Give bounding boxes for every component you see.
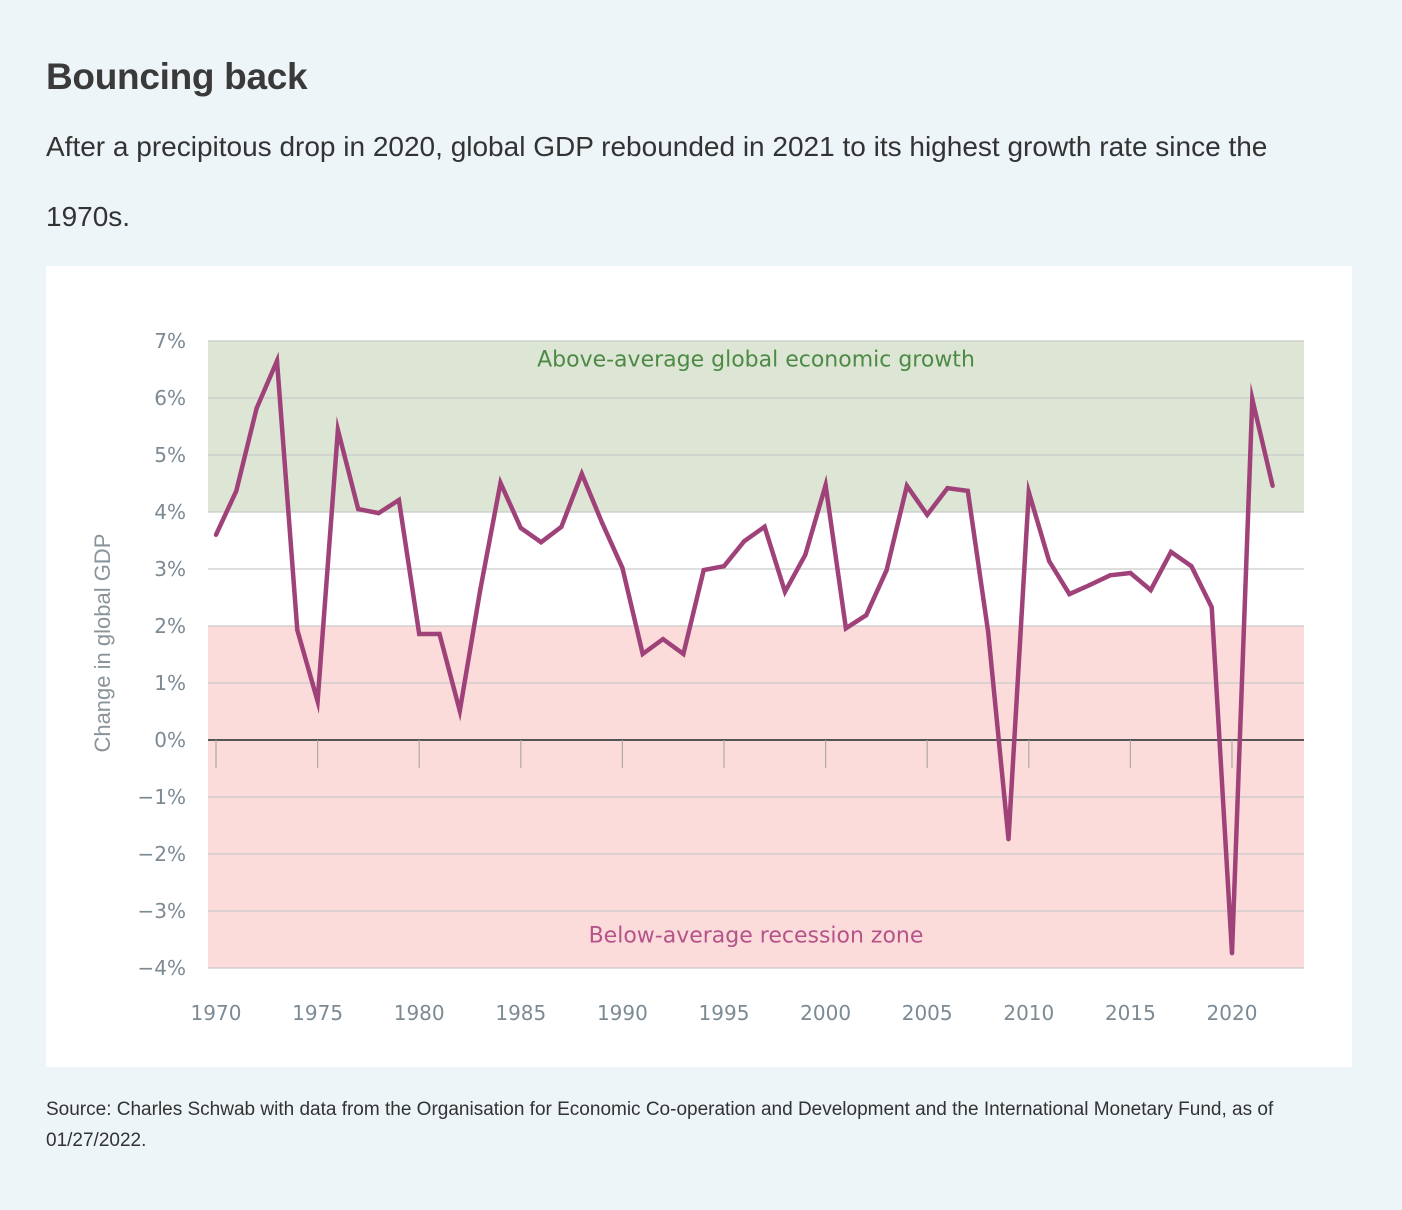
data-point: [1148, 587, 1153, 593]
y-tick-label: 4%: [154, 500, 186, 524]
x-tick-label: 1970: [191, 1001, 242, 1025]
data-point: [518, 525, 523, 531]
x-tick-label: 2015: [1105, 1001, 1156, 1025]
data-point: [599, 520, 605, 526]
data-point: [1046, 558, 1052, 564]
data-point: [213, 532, 219, 537]
gridlines: [208, 340, 1304, 969]
data-point: [335, 427, 341, 433]
data-point: [477, 587, 483, 593]
data-point: [254, 406, 259, 411]
data-point: [701, 567, 706, 573]
data-point: [640, 651, 645, 657]
data-point: [660, 636, 666, 642]
y-tick-label: −3%: [138, 899, 187, 923]
x-tick-label: 2020: [1207, 1001, 1258, 1025]
data-point: [742, 538, 747, 544]
x-tick-label: 2000: [800, 1001, 851, 1025]
series-group: [213, 351, 1275, 956]
data-point: [945, 485, 950, 491]
zone-bands: [208, 341, 1304, 968]
data-point: [782, 589, 788, 594]
data-point: [721, 563, 727, 569]
data-point: [803, 552, 808, 557]
data-point: [1168, 549, 1174, 555]
data-point: [884, 567, 889, 573]
data-point: [559, 524, 564, 530]
y-tick-label: 1%: [154, 671, 186, 695]
x-axis-ticks: [215, 740, 1233, 768]
data-point: [1128, 570, 1133, 576]
chart-subtitle: After a precipitous drop in 2020, global…: [46, 131, 1268, 232]
y-tick-label: 5%: [154, 443, 186, 467]
x-tick-label: 1990: [597, 1001, 648, 1025]
data-point: [538, 540, 544, 545]
data-point: [864, 612, 869, 618]
data-point: [396, 497, 402, 503]
gdp-line-chart: 7% 6% 5% 4% 3% 2% 1% 0% −1% −2% −3% −4% 1970 1975 198…: [90, 329, 1304, 1025]
data-point: [234, 488, 239, 494]
data-point: [498, 480, 503, 486]
data-point: [1209, 604, 1214, 610]
chart-card: 7% 6% 5% 4% 3% 2% 1% 0% −1% −2% −3% −4% 1970 1975 198…: [46, 266, 1352, 1067]
y-tick-label: 2%: [154, 614, 186, 638]
data-point: [965, 488, 971, 494]
below-average-zone-label: Below-average recession zone: [589, 923, 924, 948]
y-axis-tick-labels: 7% 6% 5% 4% 3% 2% 1% 0% −1% −2% −3% −4%: [138, 329, 187, 980]
data-point: [1067, 591, 1072, 597]
data-point: [417, 631, 422, 637]
y-tick-label: 7%: [154, 329, 186, 353]
data-point: [1026, 489, 1031, 495]
y-tick-label: 3%: [154, 557, 186, 581]
data-point: [1250, 396, 1255, 402]
x-tick-label: 1975: [292, 1001, 343, 1025]
data-point: [1107, 573, 1113, 578]
data-point: [1189, 563, 1194, 569]
data-point: [843, 626, 849, 631]
data-point: [295, 627, 300, 633]
data-point: [356, 506, 361, 512]
x-tick-label: 2010: [1003, 1001, 1054, 1025]
zone-labels: Above-average global economic growth Bel…: [537, 348, 975, 949]
data-point: [579, 471, 584, 477]
y-tick-label: 0%: [154, 728, 186, 752]
y-tick-label: −4%: [138, 956, 187, 980]
data-point: [1087, 582, 1092, 588]
data-point: [1270, 483, 1275, 488]
data-point: [823, 483, 828, 488]
data-point: [620, 565, 625, 571]
above-average-zone-band: [208, 341, 1304, 512]
x-tick-label: 1985: [495, 1001, 546, 1025]
x-tick-label: 2005: [902, 1001, 953, 1025]
above-average-zone-label: Above-average global economic growth: [537, 348, 975, 373]
data-point: [437, 631, 442, 637]
y-tick-label: −2%: [138, 842, 187, 866]
chart-title: Bouncing back: [46, 56, 308, 97]
data-point: [904, 483, 910, 488]
x-tick-label: 1995: [699, 1001, 750, 1025]
y-axis-title: Change in global GDP: [90, 534, 115, 753]
data-point: [925, 512, 930, 518]
data-point: [1006, 836, 1011, 842]
x-tick-label: 1980: [394, 1001, 445, 1025]
data-point: [1229, 950, 1235, 956]
y-tick-label: 6%: [154, 386, 186, 410]
data-point: [457, 708, 463, 714]
data-point: [315, 699, 320, 704]
data-point: [681, 651, 686, 657]
source-note: Source: Charles Schwab with data from th…: [46, 1099, 1274, 1151]
data-point: [376, 510, 381, 516]
y-tick-label: −1%: [138, 785, 187, 809]
data-point: [274, 358, 280, 364]
data-point: [985, 630, 991, 635]
x-axis-tick-labels: 1970 1975 1980 1985 1990 1995 2000 2005 2010 2015…: [191, 1001, 1258, 1025]
data-point: [762, 524, 767, 530]
